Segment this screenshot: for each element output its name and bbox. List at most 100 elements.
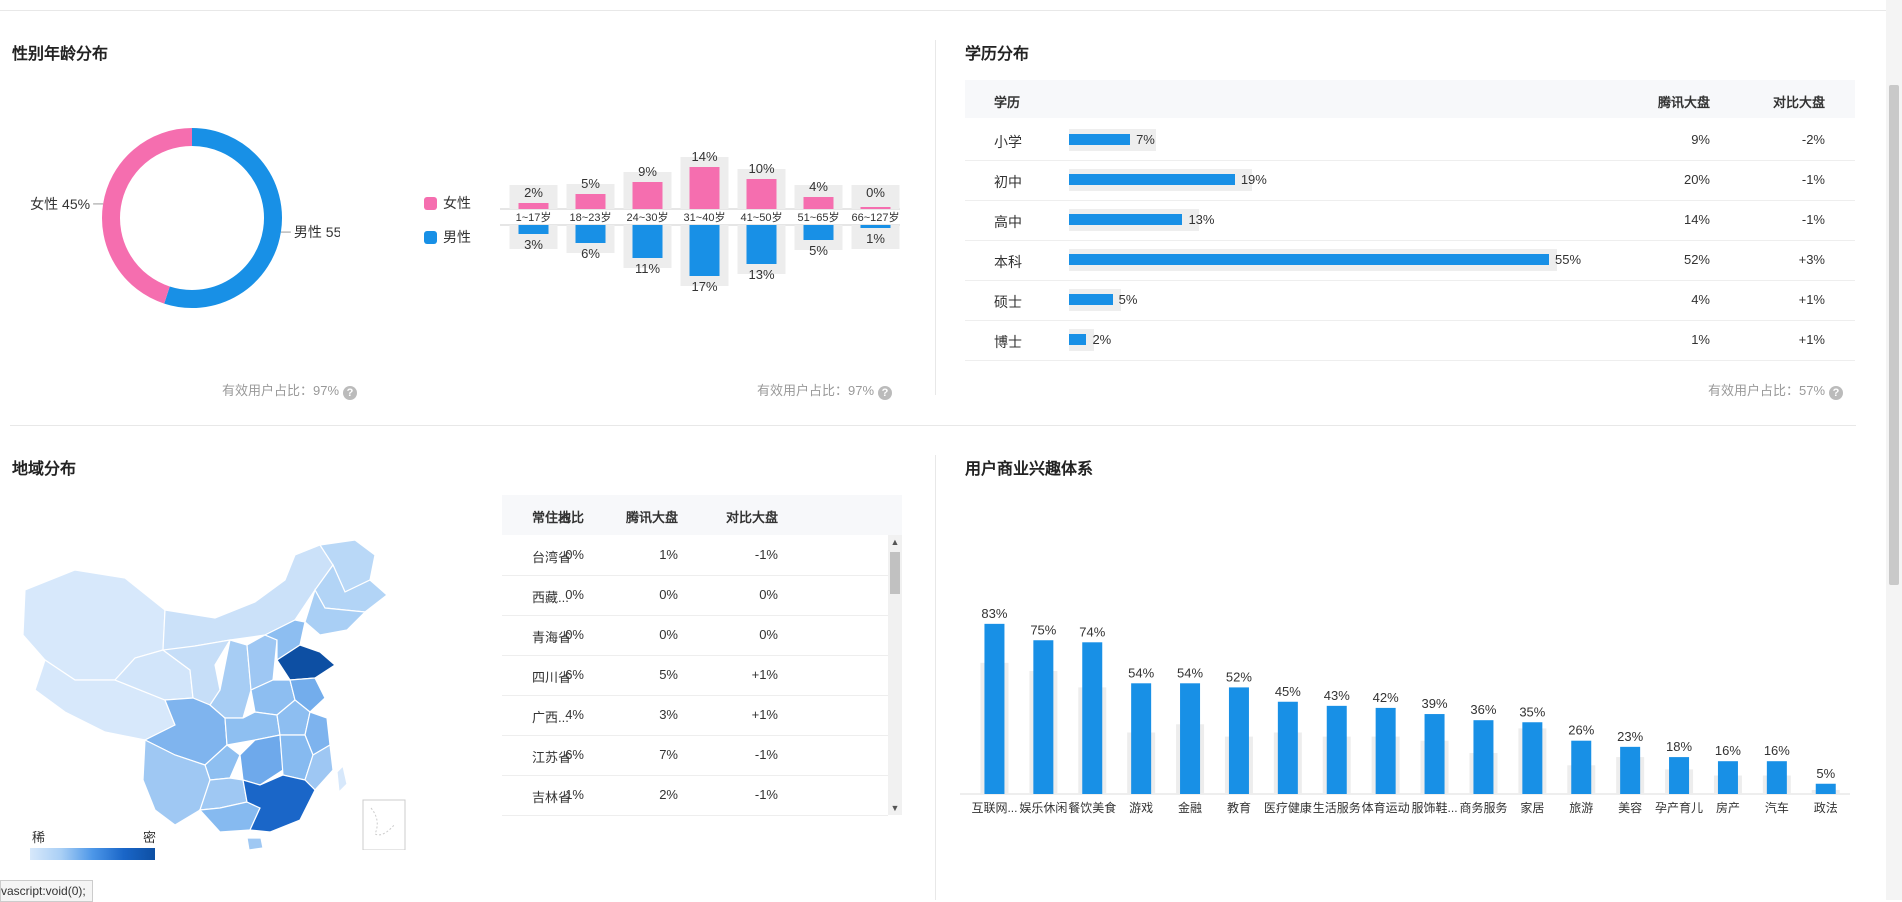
age-bar-female[interactable] [746,179,777,209]
legend-female-label: 女性 [443,195,471,211]
scroll-up-icon[interactable]: ▲ [890,537,900,547]
age-category-label: 31~40岁 [684,210,726,224]
region-table-scroll-thumb[interactable] [890,552,900,594]
interest-category-label: 游戏 [1129,801,1153,815]
education-pct: 19% [1240,172,1267,187]
interest-category-label: 生活服务 [1313,800,1361,815]
age-bar-male[interactable] [746,225,777,264]
interest-bar[interactable] [1522,722,1543,794]
interest-bar[interactable] [1620,746,1641,794]
page-scroll-thumb[interactable] [1889,85,1899,585]
education-title: 学历分布 [965,46,1030,63]
age-bar-female[interactable] [518,203,549,209]
education-bar[interactable] [1069,174,1235,185]
education-bar[interactable] [1069,214,1183,225]
age-bar-female[interactable] [689,167,720,209]
region-place: 江苏省 [532,750,572,765]
age-category-label: 18~23岁 [570,210,612,224]
region-place: 青海省 [532,630,572,645]
legend-female[interactable]: 女性 [424,193,471,213]
age-label-female: 4% [809,179,828,194]
region-row[interactable]: 四川省 6% 5% +1% [502,655,888,696]
interest-value-label: 39% [1422,696,1448,711]
interest-value-label: 18% [1666,739,1692,754]
region-place: 广西... [532,710,569,725]
region-row[interactable]: 青海省 0% 0% 0% [502,615,888,656]
donut-slice-1[interactable] [164,128,282,308]
region-table-header: 常住地 占比 腾讯大盘 对比大盘 [502,495,902,535]
help-icon[interactable]: ? [878,386,893,400]
region-place: 吉林省 [532,790,572,805]
legend-male[interactable]: 男性 [424,227,471,247]
region-row[interactable]: 广西... 4% 3% +1% [502,695,888,736]
help-icon[interactable]: ? [1829,386,1844,400]
interest-bar[interactable] [1082,642,1103,794]
interest-bar[interactable] [1375,707,1396,794]
interest-bar[interactable] [1815,783,1836,794]
interest-category-label: 孕产育儿 [1655,800,1703,815]
interest-bar[interactable] [1669,757,1690,794]
age-bar-male[interactable] [689,225,720,276]
education-diff: +1% [1798,292,1825,307]
education-tencent: 20% [1683,172,1710,187]
top-divider [0,10,1886,11]
help-icon[interactable]: ? [343,386,358,400]
region-header-place: 常住地 [532,510,572,525]
region-table-scrollbar[interactable]: ▲ ▼ [888,535,902,815]
interest-category-label: 政法 [1814,801,1838,815]
education-bar[interactable] [1069,254,1549,265]
age-valid-text: 有效用户占比：97% [757,383,875,398]
age-bar-male[interactable] [575,225,606,243]
interest-bar[interactable] [1033,640,1054,794]
interest-bar[interactable] [1717,761,1738,794]
age-bar-female[interactable] [632,182,663,209]
interest-category-label: 商务服务 [1459,800,1507,815]
education-bar[interactable] [1069,294,1113,305]
interest-bar[interactable] [1424,714,1445,794]
scroll-down-icon[interactable]: ▼ [890,803,900,813]
interest-bar[interactable] [1180,683,1201,794]
interest-bar[interactable] [1571,740,1592,794]
age-bar-male[interactable] [518,225,549,234]
region-place: 西藏... [532,590,569,605]
age-bar-female[interactable] [803,197,834,209]
age-bar-female[interactable] [860,207,891,209]
region-tencent: 0% [659,627,678,642]
age-valid-note: 有效用户占比：97%? [757,380,893,400]
interest-bar[interactable] [984,623,1005,794]
region-row[interactable]: 吉林省 1% 2% -1% [502,775,888,816]
south-china-sea-inset [362,799,406,850]
interest-bar[interactable] [1326,705,1347,794]
age-bar-male[interactable] [632,225,663,258]
age-distribution-chart: 2% 3% 1~17岁 5% 6% 18~23岁 9% 11% 24~30岁 14% 17% 31~4… [500,149,900,294]
education-row: 博士 2% 1% +1% [965,320,1855,361]
age-track-male [851,225,900,249]
donut-slice-0[interactable] [102,128,193,304]
link-status-tooltip: vascript:void(0); [0,880,93,902]
region-row[interactable]: 江苏省 6% 7% -1% [502,735,888,776]
education-bar[interactable] [1069,134,1131,145]
interest-bar[interactable] [1277,701,1298,794]
interest-category-label: 娱乐休闲 [1019,801,1067,815]
education-pct: 5% [1118,292,1138,307]
interest-category-label: 房产 [1716,800,1740,815]
education-name: 初中 [994,174,1022,190]
age-bar-male[interactable] [803,225,834,240]
region-share: 0% [565,587,584,602]
education-bar[interactable] [1069,334,1087,345]
gender-valid-note: 有效用户占比：97%? [222,380,358,400]
interest-bar[interactable] [1766,761,1787,794]
map-region-fujian [304,744,334,791]
education-diff: +1% [1798,332,1825,347]
page-scrollbar[interactable] [1886,0,1902,900]
interest-bar[interactable] [1228,687,1249,794]
legend-female-swatch [424,197,437,210]
age-bar-male[interactable] [860,225,891,228]
interest-bar[interactable] [1131,683,1152,794]
map-legend-high: 密 [143,830,157,845]
age-bar-female[interactable] [575,194,606,209]
region-row[interactable]: 台湾省 0% 1% -1% [502,535,888,576]
region-row[interactable]: 西藏... 0% 0% 0% [502,575,888,616]
age-label-female: 10% [748,161,774,176]
interest-bar[interactable] [1473,720,1494,794]
